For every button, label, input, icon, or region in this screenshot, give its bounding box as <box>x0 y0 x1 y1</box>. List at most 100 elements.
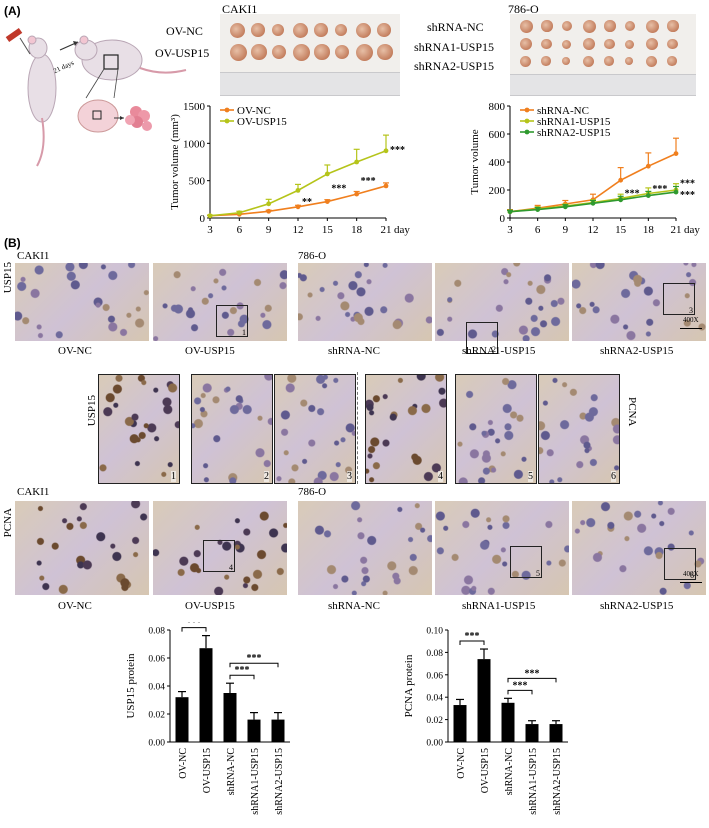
tumor-image <box>293 43 310 61</box>
data-point <box>295 187 301 193</box>
data-point <box>266 201 272 207</box>
significance-bracket <box>181 627 207 632</box>
tumor-image <box>562 21 572 31</box>
bar <box>247 719 261 742</box>
tumor-image <box>541 56 551 66</box>
zoom-divider <box>357 372 358 484</box>
ihc-caption-ov-nc-2: OV-NC <box>58 600 92 612</box>
roi-box: 4 <box>203 540 235 572</box>
y-axis-label: PCNA protein <box>403 654 415 717</box>
photo-row-label-shrna-nc: shRNA-NC <box>427 20 484 34</box>
y-tick-label: 800 <box>489 101 506 113</box>
x-tick-label: 21 <box>381 224 392 236</box>
x-tick-label: shRNA1-USP15 <box>250 748 261 815</box>
roi-box: 2 <box>466 322 498 354</box>
tumor-image <box>646 55 657 67</box>
ihc-image-ov-usp15 <box>152 500 288 596</box>
y-tick-label: 0 <box>200 213 206 225</box>
data-point <box>383 183 389 189</box>
x-tick-label: OV-USP15 <box>480 748 491 793</box>
y-tick-label: 0.08 <box>148 627 165 637</box>
data-point <box>590 200 596 206</box>
tumor-image <box>520 55 531 67</box>
zoom-number: 3 <box>347 471 352 482</box>
tumor-image <box>377 44 393 60</box>
x-tick-label: shRNA-NC <box>504 748 515 796</box>
significance-label: ** <box>302 197 312 208</box>
cell-cluster-icon <box>125 106 152 131</box>
y-tick-label: 1500 <box>183 101 206 113</box>
ihc-row-label-pcna: PCNA <box>2 508 14 538</box>
data-point <box>266 208 272 214</box>
significance-bracket <box>229 674 255 680</box>
ihc-image-shrna-nc <box>297 262 433 342</box>
tissue-icon <box>77 99 119 133</box>
scale-bar <box>680 582 702 583</box>
data-point <box>236 210 242 216</box>
ihc-caption-shrna-nc-2: shRNA-NC <box>328 600 380 612</box>
y-tick-label: 400 <box>489 157 506 169</box>
tumor-image <box>230 22 245 38</box>
y-tick-label: 0.08 <box>426 649 443 659</box>
data-point <box>562 204 568 210</box>
data-point <box>673 189 679 195</box>
significance-bracket <box>459 640 485 646</box>
tumor-image <box>520 38 532 50</box>
y-tick-label: 0.00 <box>426 739 443 749</box>
tumor-photo-caki1 <box>220 14 400 96</box>
roi-box: 3 <box>663 283 695 315</box>
legend-label: shRNA1-USP15 <box>537 116 611 128</box>
bar <box>223 693 237 742</box>
significance-bracket <box>229 662 279 668</box>
ruler <box>510 74 696 96</box>
ihc-group-label-caki1-2: CAKI1 <box>17 486 50 498</box>
zoom-inset-5: 5 <box>455 374 537 484</box>
tumor-image <box>251 44 267 60</box>
tumor-image <box>583 38 595 50</box>
tumor-image <box>667 56 677 66</box>
data-point <box>354 159 360 165</box>
zoom-inset-3: 3 <box>274 374 356 484</box>
scale-bar <box>680 328 702 329</box>
data-point <box>535 207 541 212</box>
significance-label: *** <box>247 653 262 664</box>
ihc-caption-ov-nc: OV-NC <box>58 345 92 357</box>
tumor-image <box>272 45 286 59</box>
y-tick-label: 0.00 <box>148 739 165 749</box>
roi-box: 6 <box>664 548 696 580</box>
ihc-row-label-usp15: USP15 <box>2 262 14 294</box>
standing-mouse-icon <box>5 27 57 167</box>
x-tick-label: 15 <box>322 224 334 236</box>
tumor-image <box>541 38 552 50</box>
ihc-image-ov-nc <box>14 500 150 596</box>
tumor-image <box>562 39 571 49</box>
legend-label: OV-NC <box>237 105 271 117</box>
photo-title-caki1: CAKI1 <box>222 2 258 16</box>
significance-label: *** <box>525 668 540 679</box>
legend-marker <box>524 129 530 135</box>
y-tick-label: 0.02 <box>426 716 443 726</box>
ihc-group-label-786o-2: 786-O <box>298 486 327 498</box>
x-tick-label: OV-USP15 <box>202 748 213 793</box>
zoom-inset-6: 6 <box>538 374 620 484</box>
y-axis-label: Tumor volume <box>469 129 481 194</box>
x-tick-label: 6 <box>535 224 541 236</box>
bar <box>525 724 539 742</box>
x-tick-label: shRNA-NC <box>226 748 237 796</box>
significance-label: *** <box>680 190 695 201</box>
roi-number: 4 <box>229 563 233 572</box>
x-tick-label: 6 <box>237 224 243 236</box>
legend-label: OV-USP15 <box>237 116 287 128</box>
tumor-image <box>377 23 391 37</box>
tumor-image <box>541 20 553 32</box>
data-point <box>645 163 651 169</box>
significance-label: *** <box>465 631 480 642</box>
ihc-caption-shrna1-2: shRNA1-USP15 <box>462 600 536 612</box>
zoom-number: 5 <box>528 471 533 482</box>
ihc-image-shrna-nc <box>297 500 433 596</box>
y-tick-label: 600 <box>489 129 506 141</box>
ihc-caption-shrna-nc: shRNA-NC <box>328 345 380 357</box>
zoom-number: 2 <box>264 471 269 482</box>
y-tick-label: 0.04 <box>148 683 165 693</box>
